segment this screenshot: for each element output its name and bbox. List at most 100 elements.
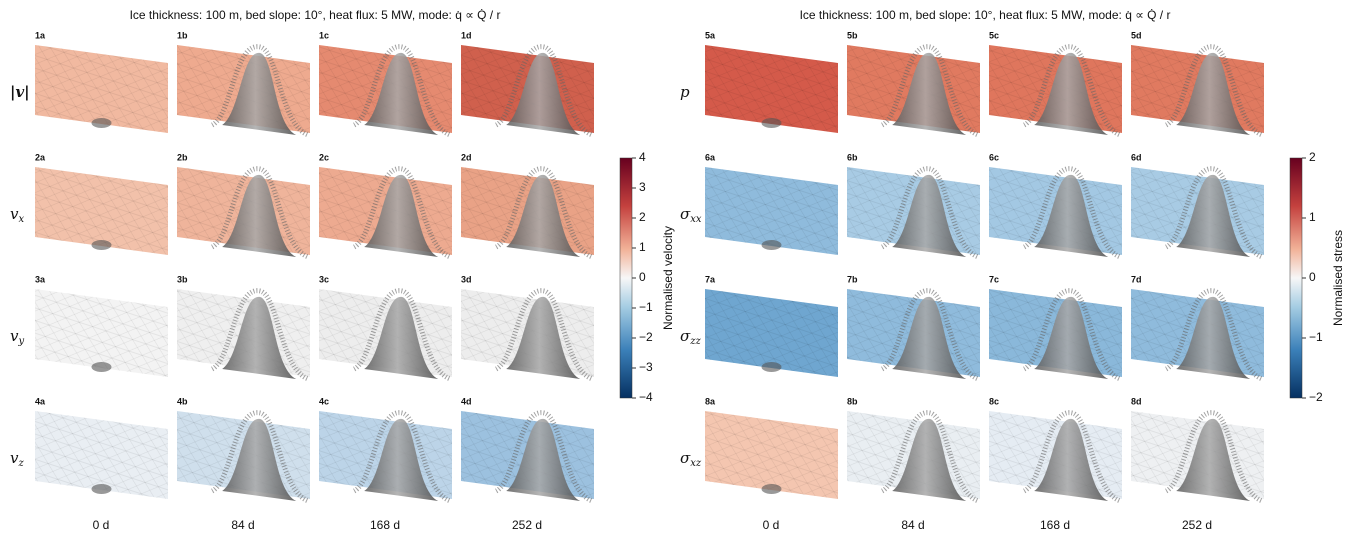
column-label: 168 d [1040,518,1070,532]
melt-spot [761,118,782,128]
row-subscript: y [17,336,24,347]
row-subscript: xz [690,458,702,469]
colorbar-tick-label: 2 [639,210,646,224]
colorbar-tick-label: −4 [639,390,653,404]
row-label: vy [10,327,24,347]
column-label: 252 d [512,518,542,532]
bump-halo [1022,44,1122,138]
panel-id: 4d [461,396,472,406]
panel-id: 2a [35,152,46,162]
bump-halo [210,410,310,504]
row-subscript: x [18,214,24,225]
panel-id: 1b [177,30,188,40]
bump [1034,174,1109,257]
panel-id: 2c [319,152,329,162]
bump-halo [352,166,452,260]
row-subscript: z [17,458,24,469]
bump-halo [880,410,980,504]
panel-id: 5b [847,30,858,40]
colorbar-tick-label: 0 [639,270,646,284]
bump-halo [880,288,980,382]
column-label: 84 d [231,518,254,532]
row-symbol: v [10,205,19,223]
bump [222,418,297,501]
row-subscript: zz [689,336,701,347]
bump [892,418,967,501]
bump [1176,52,1251,135]
melt-spot [761,240,782,250]
panel-id: 6c [989,152,999,162]
colorbar-tick-label: 2 [1309,150,1316,164]
column-label: 252 d [1182,518,1212,532]
colorbar-tick-label: 0 [1309,270,1316,284]
colorbar-tick-label: −3 [639,360,653,374]
row-symbol: p [680,83,690,101]
panel-id: 1d [461,30,472,40]
bump-halo [494,44,594,138]
bump-halo [1164,166,1264,260]
column-label: 0 d [763,518,780,532]
bump-halo [210,44,310,138]
panel-id: 8a [705,396,716,406]
panel-id: 8c [989,396,999,406]
panel-id: 4c [319,396,329,406]
bump [1176,418,1251,501]
bump-halo [352,288,452,382]
panel-id: 6d [1131,152,1142,162]
panel-id: 2b [177,152,188,162]
bump [1034,296,1109,379]
bump [364,52,439,135]
bump-halo [1164,288,1264,382]
panel-id: 6b [847,152,858,162]
bump [506,296,581,379]
panel-id: 6a [705,152,716,162]
bump-halo [880,166,980,260]
row-symbol: |v| [10,83,30,101]
colorbar [1289,157,1303,399]
column-label: 0 d [93,518,110,532]
bump-halo [1022,166,1122,260]
bump [222,52,297,135]
bump [1034,52,1109,135]
row-symbol: σ [680,327,691,345]
panel-id: 3d [461,274,472,284]
colorbar [619,157,633,399]
row-symbol: σ [680,449,691,467]
bump [506,52,581,135]
colorbar-tick-label: 4 [639,150,646,164]
bump-halo [880,44,980,138]
panel-id: 7b [847,274,858,284]
melt-spot [91,240,112,250]
panel-mesh [705,45,838,133]
bump-halo [352,44,452,138]
bump [1176,174,1251,257]
bump [222,296,297,379]
bump [364,296,439,379]
panel-id: 7c [989,274,999,284]
panel-id: 8d [1131,396,1142,406]
bump-halo [210,288,310,382]
panel-id: 5d [1131,30,1142,40]
bump [1034,418,1109,501]
panel-id: 1c [319,30,329,40]
panel-mesh [705,289,838,377]
panel-id: 1a [35,30,46,40]
bump [364,174,439,257]
bump-halo [1164,410,1264,504]
panel-id: 5a [705,30,716,40]
panel-id: 7d [1131,274,1142,284]
melt-spot [761,484,782,494]
colorbar-label: Normalised velocity [661,226,675,330]
figure-title: Ice thickness: 100 m, bed slope: 10°, he… [800,8,1171,22]
colorbar-tick-label: −2 [639,330,653,344]
bump [506,418,581,501]
row-label: σxx [680,205,702,225]
panel-id: 4b [177,396,188,406]
bump [222,174,297,257]
row-label: |v| [10,83,30,101]
panel-id: 2d [461,152,472,162]
panel-mesh [35,45,168,133]
figure-title: Ice thickness: 100 m, bed slope: 10°, he… [130,8,501,22]
row-subscript: xx [690,214,702,225]
